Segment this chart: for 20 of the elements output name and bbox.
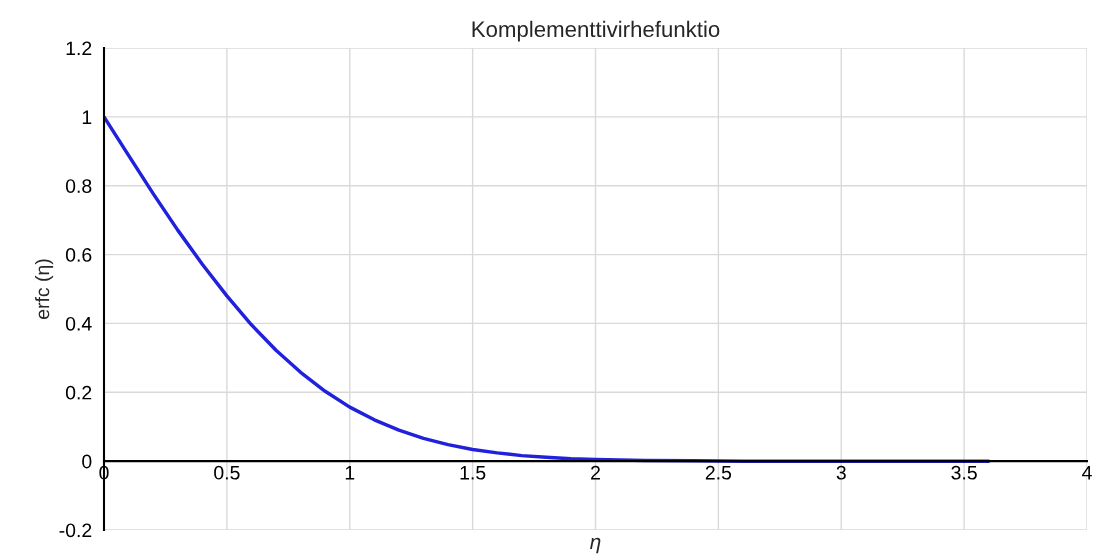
- y-tick-label: -0.2: [59, 523, 92, 538]
- y-tick-label: 0.8: [65, 179, 92, 193]
- x-tick-label: 3.5: [951, 465, 977, 480]
- y-tick-label: 0.4: [65, 316, 92, 331]
- x-tick-label: 0.5: [214, 465, 240, 480]
- y-tick-label: 0.2: [65, 385, 92, 400]
- x-tick-label: 2.5: [705, 465, 732, 480]
- x-axis-title: η: [590, 537, 601, 554]
- chart-title: Komplementtivirhefunktio: [472, 20, 720, 42]
- y-tick-label: 1: [82, 110, 92, 124]
- x-tick-label: 4: [1082, 466, 1092, 480]
- y-tick-label: 0.6: [65, 248, 92, 262]
- x-tick-label: 2: [591, 465, 600, 480]
- x-tick-label: 1: [345, 466, 355, 480]
- y-axis-title: erfc (η): [35, 259, 54, 319]
- y-tick-label: 0: [82, 454, 92, 469]
- x-tick-label: 3: [836, 465, 846, 480]
- line-series: [104, 115, 991, 463]
- y-tick-label: 1.2: [66, 41, 92, 56]
- x-tick-label: 1.5: [460, 466, 486, 480]
